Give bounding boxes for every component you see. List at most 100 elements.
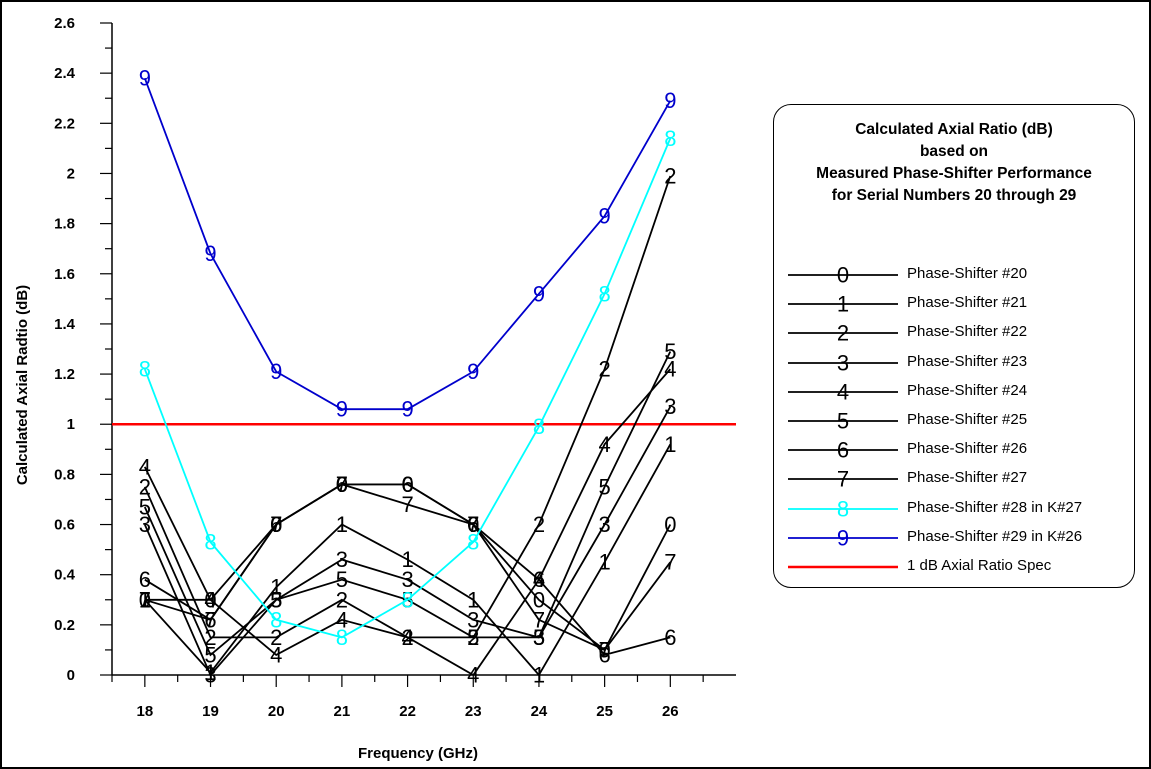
data-point-marker: 1 [401,547,413,572]
data-point-marker: 2 [533,512,545,537]
legend-entry: 1 Phase-Shifter #21 [774,291,1134,317]
data-point-marker: 5 [664,339,676,364]
data-point-marker: 4 [336,607,348,632]
x-tick-label: 22 [399,703,416,720]
legend-label: Phase-Shifter #27 [907,469,1028,487]
legend-swatch-marker: 7 [837,467,849,491]
legend-entry: 3 Phase-Shifter #23 [774,350,1134,376]
legend-swatch: 8 [788,497,898,521]
y-tick-label: 1.2 [54,366,75,383]
data-point-marker: 7 [664,550,676,575]
legend-label: Phase-Shifter #29 in K#26 [907,527,1083,545]
legend-entry: 0 Phase-Shifter #20 [774,262,1134,288]
data-point-marker: 1 [533,663,545,688]
y-axis-title: Calculated Axial Radtio (dB) [14,285,31,485]
series-9: 9 9 9 9 9 9 9 9 9 [139,66,677,422]
series-line [143,406,672,677]
series-7: 7 7 7 7 7 7 7 7 7 [139,472,677,663]
legend-entry: 6 Phase-Shifter #26 [774,437,1134,463]
data-point-marker: 9 [599,204,611,229]
data-point-marker: 8 [401,587,413,612]
x-tick-label: 18 [136,703,153,720]
legend-title: Calculated Axial Ratio (dB) based on Mea… [774,119,1134,207]
legend-entry: 2 Phase-Shifter #22 [774,320,1134,346]
legend: Calculated Axial Ratio (dB) based on Mea… [773,104,1135,588]
data-point-marker: 5 [336,567,348,592]
data-point-marker: 5 [533,625,545,650]
data-point-marker: 6 [139,567,151,592]
legend-swatch: 3 [788,351,898,375]
series-line [144,443,672,677]
data-point-marker: 2 [664,163,676,188]
legend-entry: 5 Phase-Shifter #25 [774,408,1134,434]
legend-swatch: 7 [788,467,898,491]
legend-swatch-marker: 4 [837,380,849,404]
data-point-marker: 1 [599,550,611,575]
data-point-marker: 5 [270,587,282,612]
y-tick-label: 1.4 [54,316,76,333]
legend-entry: 7 Phase-Shifter #27 [774,466,1134,492]
data-point-marker: 8 [270,607,282,632]
data-point-marker: 6 [664,625,676,650]
data-point-marker: 9 [204,241,216,266]
legend-label: 1 dB Axial Ratio Spec [907,557,1052,574]
legend-entry: 8 Phase-Shifter #28 in K#27 [774,496,1134,522]
legend-label: Phase-Shifter #22 [907,323,1028,341]
y-tick-label: 0.4 [54,567,76,584]
data-point-marker: 8 [664,126,676,151]
x-tick-label: 26 [662,703,679,720]
y-tick-label: 2.6 [54,15,75,32]
x-tick-label: 19 [202,703,219,720]
y-tick-label: 2.4 [54,65,76,82]
legend-swatch: 1 [788,292,898,316]
data-point-marker: 7 [533,607,545,632]
data-point-marker: 7 [139,587,151,612]
data-point-marker: 4 [270,642,282,667]
series-line [143,368,671,677]
y-tick-label: 0.2 [54,617,75,634]
data-point-marker: 7 [336,472,348,497]
data-point-marker: 1 [664,432,676,457]
data-point-marker: 7 [401,492,413,517]
legend-title-line: based on [919,143,989,160]
series-line [143,77,672,411]
data-point-marker: 6 [401,472,413,497]
data-point-marker: 1 [467,587,479,612]
series-8: 8 8 8 8 8 8 8 8 8 [139,126,677,650]
data-point-marker: 3 [664,394,676,419]
legend-entry: 1 dB Axial Ratio Spec [774,554,1134,580]
data-point-marker: 7 [467,512,479,537]
legend-swatch-marker: 6 [837,438,849,462]
legend-title-line: Measured Phase-Shifter Performance [816,165,1092,182]
data-point-marker: 7 [204,607,216,632]
y-tick-label: 1 [67,416,75,433]
legend-label: Phase-Shifter #20 [907,265,1028,282]
data-point-marker: 3 [467,607,479,632]
data-point-marker: 0 [664,512,676,537]
legend-swatch-marker: 3 [837,351,849,375]
data-point-marker: 4 [204,587,216,612]
x-tick-label: 25 [596,703,613,720]
x-axis-title: Frequency (GHz) [358,745,478,762]
y-tick-label: 0.8 [54,466,75,483]
data-point-marker: 4 [139,454,151,479]
y-tick-label: 1.6 [54,266,75,283]
data-point-marker: 2 [139,474,151,499]
data-point-marker: 1 [270,575,282,600]
legend-label: Phase-Shifter #25 [907,411,1028,428]
data-point-marker: 5 [139,494,151,519]
legend-swatch-marker: 5 [837,409,849,433]
data-point-marker: 9 [336,397,348,422]
data-point-marker: 6 [533,567,545,592]
legend-swatch [788,565,898,569]
data-point-marker: 3 [336,547,348,572]
legend-swatch: 5 [788,409,898,433]
legend-entry: 4 Phase-Shifter #24 [774,379,1134,405]
legend-label: Phase-Shifter #21 [907,294,1028,312]
y-tick-label: 2 [67,165,75,182]
axes: 00.20.40.60.811.21.41.61.822.22.42.618 19… [54,15,736,720]
data-point-marker: 9 [270,359,282,384]
